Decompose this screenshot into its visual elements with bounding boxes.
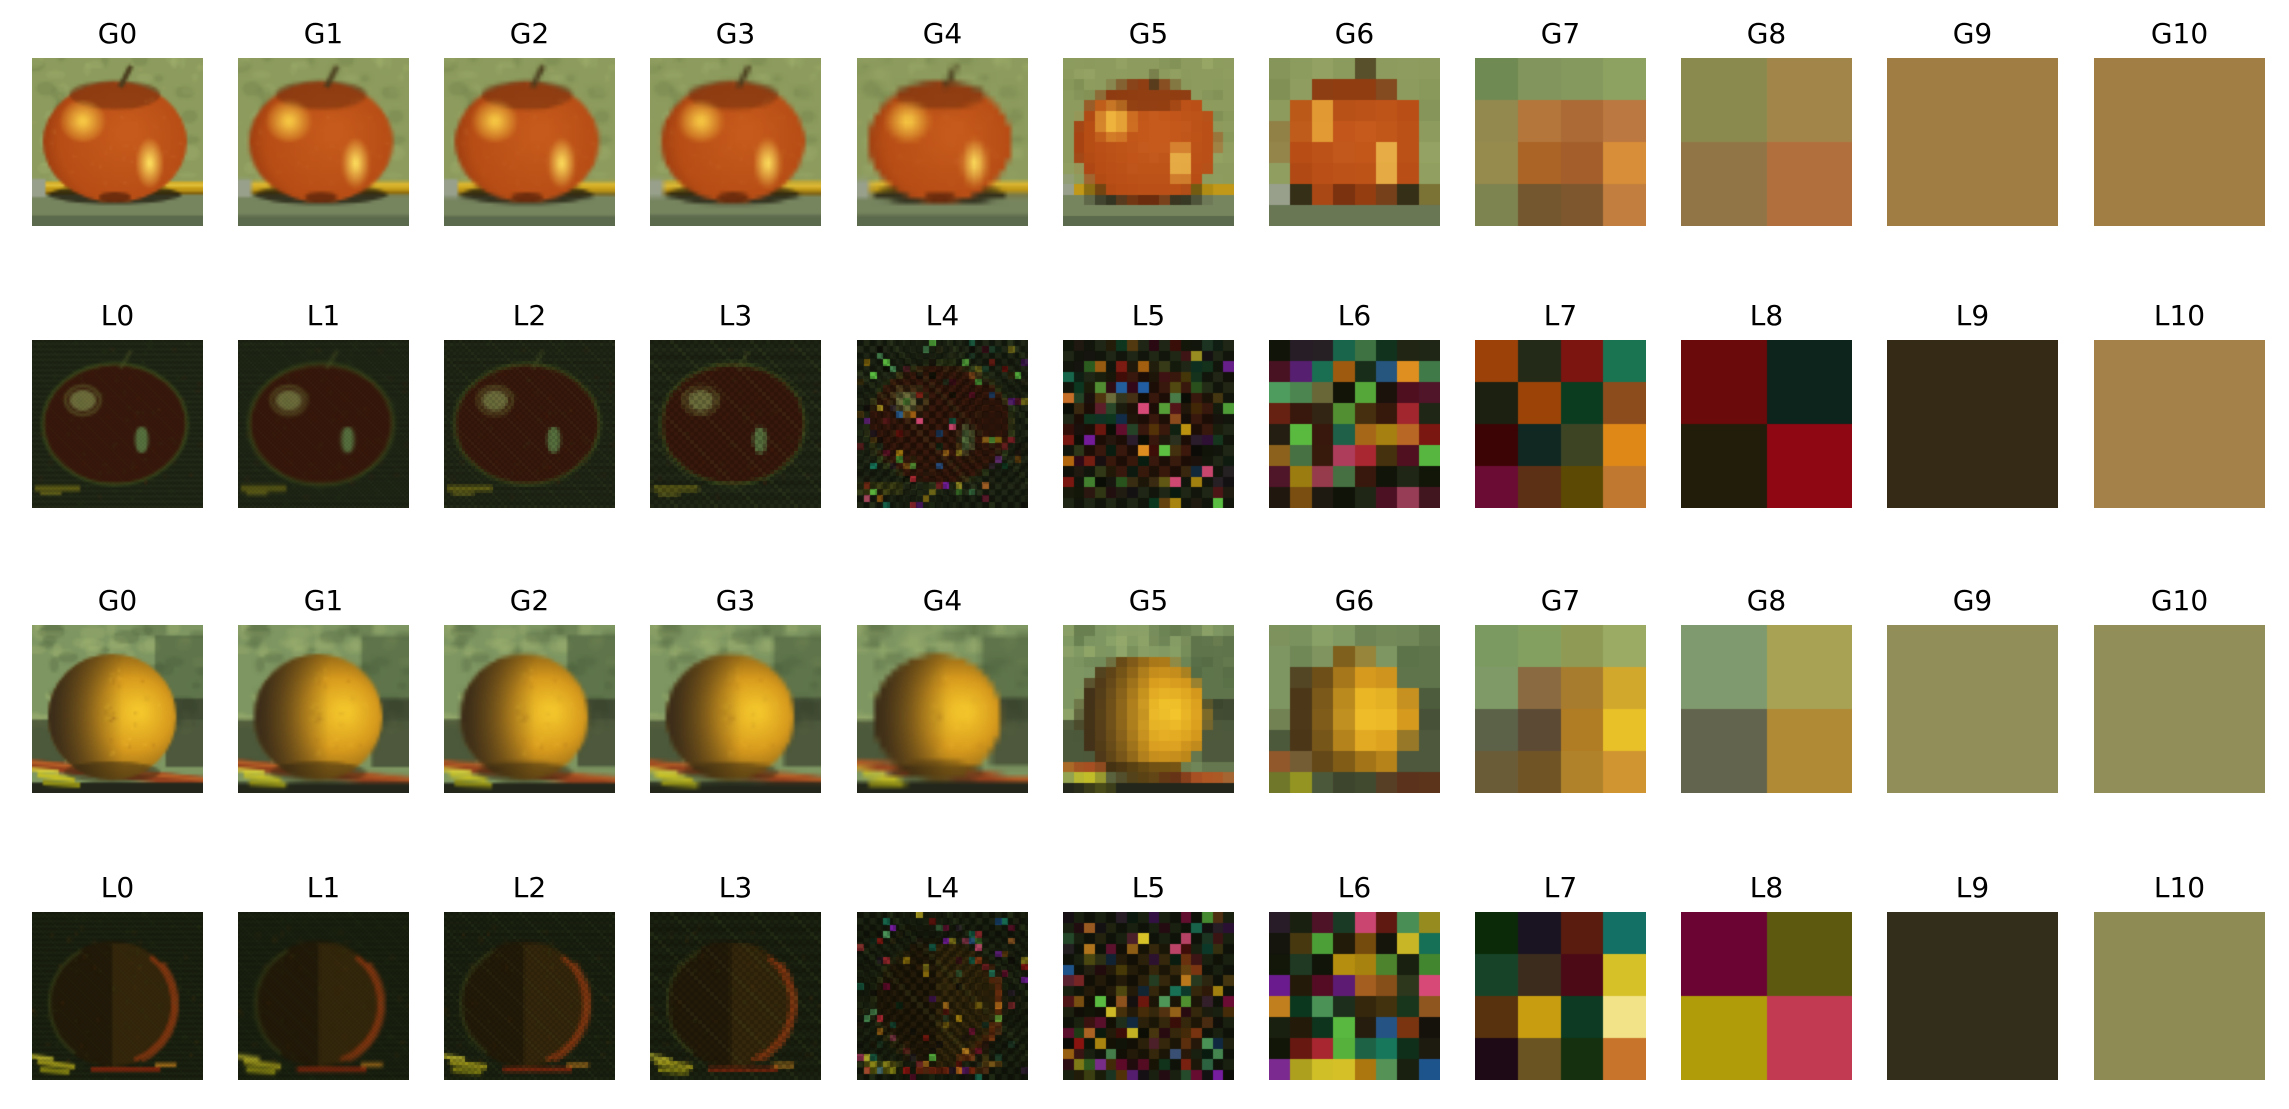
tile-apple-laplacian-L9 [1887,340,2058,508]
tile-apple-laplacian-L6 [1269,340,1440,508]
panel-label-apple-G5: G5 [1128,17,1169,50]
tile-apple-laplacian-L2 [444,340,615,508]
panel-label-orange-L5: L5 [1131,871,1166,904]
panel-label-orange-G5: G5 [1128,584,1169,617]
tile-apple-laplacian-L3 [650,340,821,508]
tile-apple-gaussian-G5 [1063,58,1234,226]
panel-label-orange-L3: L3 [718,871,753,904]
tile-orange-gaussian-G3 [650,625,821,793]
panel-label-orange-G10: G10 [2150,584,2209,617]
tile-orange-laplacian-L5 [1063,912,1234,1080]
tile-orange-laplacian-L7 [1475,912,1646,1080]
tile-apple-gaussian-G10 [2094,58,2265,226]
panel-label-apple-L4: L4 [925,299,960,332]
tile-orange-gaussian-G8 [1681,625,1852,793]
tile-orange-gaussian-G4 [857,625,1028,793]
panel-label-orange-L6: L6 [1337,871,1372,904]
panel-label-orange-L7: L7 [1543,871,1578,904]
tile-apple-laplacian-L1 [238,340,409,508]
panel-label-apple-L5: L5 [1131,299,1166,332]
panel-label-orange-L8: L8 [1749,871,1784,904]
panel-label-orange-L0: L0 [100,871,135,904]
tile-orange-laplacian-L0 [32,912,203,1080]
tile-apple-gaussian-G6 [1269,58,1440,226]
tile-apple-gaussian-G3 [650,58,821,226]
panel-label-apple-L8: L8 [1749,299,1784,332]
panel-label-apple-L1: L1 [306,299,341,332]
panel-label-apple-L10: L10 [2153,299,2206,332]
tile-apple-laplacian-L7 [1475,340,1646,508]
panel-label-orange-L10: L10 [2153,871,2206,904]
panel-label-orange-G6: G6 [1334,584,1375,617]
tile-orange-gaussian-G1 [238,625,409,793]
panel-label-orange-L4: L4 [925,871,960,904]
tile-apple-gaussian-G7 [1475,58,1646,226]
tile-orange-laplacian-L6 [1269,912,1440,1080]
panel-label-apple-G4: G4 [922,17,963,50]
panel-label-apple-G0: G0 [97,17,138,50]
panel-label-apple-L7: L7 [1543,299,1578,332]
panel-label-orange-L9: L9 [1955,871,1990,904]
panel-label-orange-G0: G0 [97,584,138,617]
tile-orange-gaussian-G0 [32,625,203,793]
panel-label-apple-L6: L6 [1337,299,1372,332]
tile-apple-gaussian-G4 [857,58,1028,226]
tile-apple-laplacian-L0 [32,340,203,508]
panel-label-apple-G10: G10 [2150,17,2209,50]
tile-apple-gaussian-G8 [1681,58,1852,226]
panel-label-apple-L3: L3 [718,299,753,332]
tile-orange-gaussian-G9 [1887,625,2058,793]
panel-label-orange-G2: G2 [509,584,550,617]
panel-label-apple-G6: G6 [1334,17,1375,50]
panel-label-apple-L0: L0 [100,299,135,332]
panel-label-apple-L9: L9 [1955,299,1990,332]
panel-label-apple-G8: G8 [1746,17,1787,50]
tile-apple-laplacian-L4 [857,340,1028,508]
panel-label-apple-G3: G3 [715,17,756,50]
tile-orange-gaussian-G5 [1063,625,1234,793]
tile-orange-laplacian-L4 [857,912,1028,1080]
tile-orange-gaussian-G7 [1475,625,1646,793]
panel-label-apple-G1: G1 [303,17,344,50]
tile-apple-laplacian-L10 [2094,340,2265,508]
tile-orange-gaussian-G10 [2094,625,2265,793]
panel-label-orange-G8: G8 [1746,584,1787,617]
tile-orange-laplacian-L2 [444,912,615,1080]
panel-label-apple-G7: G7 [1540,17,1581,50]
tile-orange-laplacian-L1 [238,912,409,1080]
tile-apple-laplacian-L8 [1681,340,1852,508]
panel-label-apple-G2: G2 [509,17,550,50]
tile-orange-laplacian-L8 [1681,912,1852,1080]
tile-apple-gaussian-G0 [32,58,203,226]
tile-orange-laplacian-L9 [1887,912,2058,1080]
panel-label-orange-L1: L1 [306,871,341,904]
tile-apple-gaussian-G2 [444,58,615,226]
panel-label-orange-G3: G3 [715,584,756,617]
tile-orange-gaussian-G6 [1269,625,1440,793]
panel-label-apple-G9: G9 [1952,17,1993,50]
tile-orange-gaussian-G2 [444,625,615,793]
tile-apple-laplacian-L5 [1063,340,1234,508]
panel-label-orange-G4: G4 [922,584,963,617]
panel-label-orange-G9: G9 [1952,584,1993,617]
tile-orange-laplacian-L10 [2094,912,2265,1080]
panel-label-orange-G1: G1 [303,584,344,617]
panel-label-orange-G7: G7 [1540,584,1581,617]
tile-apple-gaussian-G9 [1887,58,2058,226]
tile-apple-gaussian-G1 [238,58,409,226]
panel-label-apple-L2: L2 [512,299,547,332]
panel-label-orange-L2: L2 [512,871,547,904]
tile-orange-laplacian-L3 [650,912,821,1080]
